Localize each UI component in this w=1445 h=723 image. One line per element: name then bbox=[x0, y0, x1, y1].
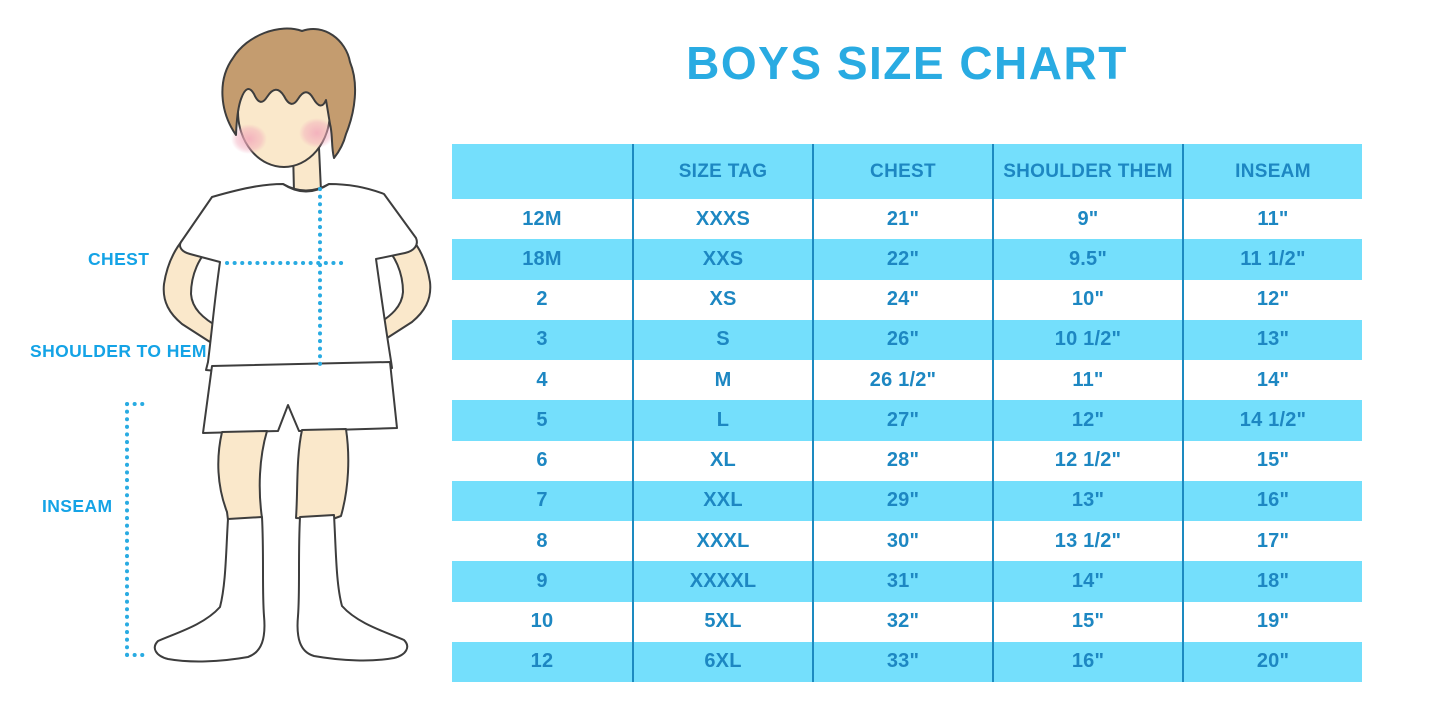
leg-left bbox=[217, 430, 268, 521]
table-cell: 10" bbox=[992, 279, 1182, 320]
size-table: SIZE TAG CHEST SHOULDER THEM INSEAM 12M XXXS 2… bbox=[452, 144, 1362, 682]
table-cell: 4 bbox=[536, 368, 548, 391]
table-header-cell: SIZE TAG bbox=[632, 144, 812, 199]
hair bbox=[221, 27, 356, 159]
table-cell: XXS bbox=[632, 239, 812, 280]
table-cell: 5 bbox=[452, 400, 632, 441]
table-cell: S bbox=[632, 319, 812, 360]
table-cell: L bbox=[632, 400, 812, 441]
table-cell: 11" bbox=[1182, 199, 1362, 240]
table-cell: 13 1/2" bbox=[992, 521, 1182, 562]
table-cell: 15" bbox=[992, 601, 1182, 642]
table-cell: 5XL bbox=[632, 601, 812, 642]
table-cell: 9 bbox=[452, 561, 632, 602]
table-cell: 13" bbox=[1182, 319, 1362, 360]
table-cell: 20" bbox=[1182, 641, 1362, 682]
table-cell: 13" bbox=[992, 480, 1182, 521]
table-cell: 15" bbox=[1182, 440, 1362, 481]
page-title: BOYS SIZE CHART bbox=[686, 37, 1128, 89]
table-cell: XXXXL bbox=[632, 561, 812, 602]
size-chart-panel: BOYS SIZE CHART SIZE TAG CHEST SHOULDER TH… bbox=[452, 0, 1362, 723]
table-cell: XL bbox=[632, 440, 812, 481]
table-cell: 28" bbox=[812, 440, 992, 481]
table-cell: 16" bbox=[1182, 480, 1362, 521]
table-cell: 14" bbox=[1182, 360, 1362, 401]
table-cell: 17" bbox=[1182, 521, 1362, 562]
table-header-cell bbox=[452, 144, 632, 199]
label-inseam: INSEAM bbox=[42, 496, 113, 516]
table-cell: 18M bbox=[452, 239, 632, 280]
table-cell: 11" bbox=[992, 360, 1182, 401]
label-shoulder-to-hem: SHOULDER TO HEM bbox=[30, 341, 207, 361]
table-cell: 12" bbox=[992, 400, 1182, 441]
boy-figure-illustration bbox=[125, 27, 432, 663]
table-cell: 21" bbox=[812, 199, 992, 240]
table-cell: 14 1/2" bbox=[1182, 400, 1362, 441]
collar bbox=[282, 183, 330, 193]
table-cell: 33" bbox=[812, 641, 992, 682]
table-cell: 14" bbox=[992, 561, 1182, 602]
table-cell: 8 bbox=[536, 529, 548, 552]
table-cell: 30" bbox=[812, 521, 992, 562]
table-cell: 26" bbox=[812, 319, 992, 360]
table-cell: 2 bbox=[536, 288, 548, 311]
measurement-figure-panel: CHEST SHOULDER TO HEM INSEAM bbox=[0, 0, 450, 723]
table-cell: 9.5" bbox=[992, 239, 1182, 280]
table-cell: 12M bbox=[522, 207, 562, 230]
table-cell: 10 bbox=[530, 610, 554, 633]
table-cell: 18" bbox=[1182, 561, 1362, 602]
leg-right bbox=[295, 428, 350, 521]
table-cell: XXL bbox=[632, 480, 812, 521]
shorts bbox=[202, 361, 398, 434]
table-cell: XXXS bbox=[632, 199, 812, 240]
table-header-cell: SHOULDER THEM bbox=[992, 144, 1182, 199]
table-cell: 19" bbox=[1182, 601, 1362, 642]
table-cell: XXXL bbox=[632, 521, 812, 562]
table-cell: 9" bbox=[992, 199, 1182, 240]
t-shirt bbox=[179, 183, 418, 375]
table-cell: 12" bbox=[1182, 279, 1362, 320]
table-header-cell: CHEST bbox=[812, 144, 992, 199]
sock-right bbox=[296, 514, 409, 662]
table-cell: 26 1/2" bbox=[812, 360, 992, 401]
table-cell: 11 1/2" bbox=[1182, 239, 1362, 280]
table-cell: 6XL bbox=[632, 641, 812, 682]
inseam-dotted-line bbox=[125, 402, 151, 657]
table-cell: 22" bbox=[812, 239, 992, 280]
table-cell: 24" bbox=[812, 279, 992, 320]
table-cell: 7 bbox=[452, 480, 632, 521]
table-cell: 10 1/2" bbox=[992, 319, 1182, 360]
blush-left bbox=[231, 124, 267, 154]
table-cell: XS bbox=[632, 279, 812, 320]
table-cell: 12 1/2" bbox=[992, 440, 1182, 481]
table-cell: 29" bbox=[812, 480, 992, 521]
label-chest: CHEST bbox=[88, 249, 150, 269]
blush-right bbox=[299, 118, 335, 148]
table-cell: 31" bbox=[812, 561, 992, 602]
table-cell: 16" bbox=[992, 641, 1182, 682]
table-cell: 3 bbox=[452, 319, 632, 360]
sock-left bbox=[153, 516, 266, 663]
table-cell: 27" bbox=[812, 400, 992, 441]
table-cell: M bbox=[632, 360, 812, 401]
table-cell: 6 bbox=[536, 449, 548, 472]
table-header-cell: INSEAM bbox=[1182, 144, 1362, 199]
table-cell: 12 bbox=[452, 641, 632, 682]
table-cell: 32" bbox=[812, 601, 992, 642]
